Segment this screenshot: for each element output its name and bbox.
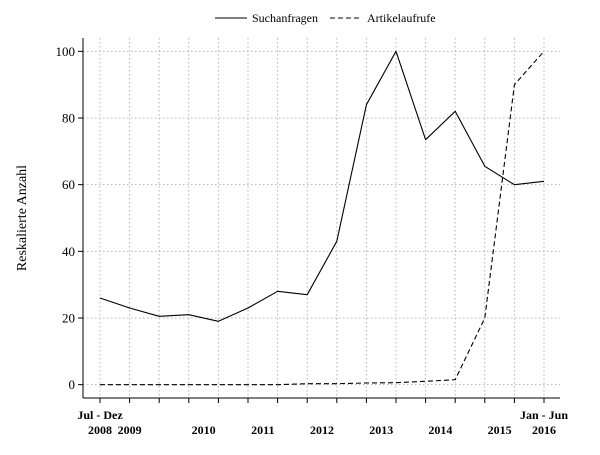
y-tick-label: 80 <box>62 111 75 126</box>
grid-layer <box>83 38 560 398</box>
x-tick-label: 2010 <box>192 423 216 437</box>
y-tick-label: 100 <box>56 44 76 59</box>
x-tick-label: 2014 <box>428 423 452 437</box>
legend-label: Artikelaufrufe <box>367 11 436 25</box>
series-layer <box>99 50 545 386</box>
x-tick-label: 2012 <box>310 423 334 437</box>
x-tick-label: 2008 <box>88 423 112 437</box>
x-tick-label: 2013 <box>369 423 393 437</box>
x-tick-label: 2009 <box>118 423 142 437</box>
series-line-artikelaufrufe <box>100 50 545 386</box>
y-tick-label: 60 <box>62 177 75 192</box>
y-tick-label: 40 <box>62 244 75 259</box>
x-tick-label: 2016 <box>532 423 556 437</box>
x-tick-label: Jul - Dez <box>77 408 123 422</box>
y-tick-label: 20 <box>62 311 75 326</box>
legend: Suchanfragen Artikelaufrufe <box>215 11 436 25</box>
x-tick-label: Jan - Jun <box>520 408 568 422</box>
series-line-suchanfragen <box>99 50 545 322</box>
x-tick-label: 2011 <box>251 423 274 437</box>
x-tick-label: 2015 <box>488 423 512 437</box>
legend-label: Suchanfragen <box>252 11 318 25</box>
y-tick-label: 0 <box>69 377 76 392</box>
y-axis-title: Reskalierte Anzahl <box>15 165 30 271</box>
